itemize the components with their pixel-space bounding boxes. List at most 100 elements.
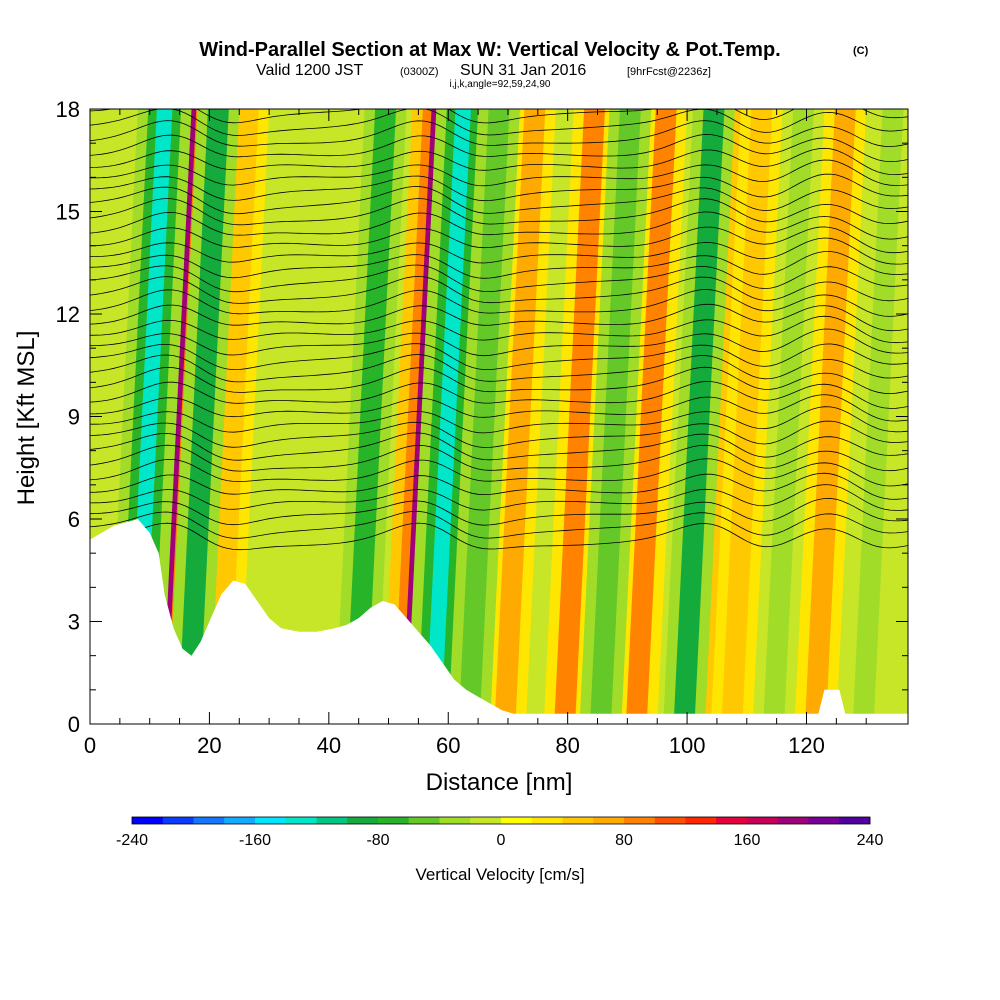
- downdraft-band: [673, 109, 725, 724]
- updraft-band: [625, 109, 677, 724]
- forecast-info: [9hrFcst@2236z]: [627, 66, 711, 78]
- colorbar-swatch: [378, 817, 410, 824]
- plot-area: [90, 109, 908, 724]
- isentrope-line: [90, 510, 908, 539]
- colorbar-tick-label: 0: [497, 832, 506, 849]
- isentrope-line: [90, 432, 908, 461]
- y-axis-label: Height [Kft MSL]: [13, 331, 40, 506]
- colorbar-label: Vertical Velocity [cm/s]: [415, 865, 584, 884]
- colorbar-swatch: [255, 817, 287, 824]
- isentrope-line: [90, 354, 908, 383]
- colorbar-swatch: [593, 817, 625, 824]
- isentrope-line: [90, 109, 908, 124]
- colorbar-tick-label: -160: [239, 832, 271, 849]
- colorbar: -240 -160 -80 0 80 160 240: [116, 816, 884, 849]
- x-tick-label: 20: [197, 733, 221, 758]
- terrain: [90, 519, 908, 724]
- isentrope-line: [90, 237, 908, 265]
- colorbar-swatch: [439, 817, 471, 824]
- x-tick-label: 120: [788, 733, 825, 758]
- colorbar-swatch: [624, 817, 656, 824]
- downdraft-band: [763, 109, 814, 724]
- x-tick-label: 60: [436, 733, 460, 758]
- copyright-mark: (C): [853, 45, 869, 57]
- isentrope-line: [90, 133, 908, 163]
- colorbar-swatch: [562, 817, 594, 824]
- potential-temperature-contours: [90, 109, 908, 551]
- isentrope-line: [90, 120, 908, 147]
- y-tick-label: 12: [56, 302, 80, 327]
- utc-time: (0300Z): [400, 66, 439, 78]
- updraft-band: [554, 109, 605, 724]
- colorbar-swatch: [224, 817, 256, 824]
- y-tick-label: 15: [56, 200, 80, 225]
- y-tick-label: 3: [68, 610, 80, 635]
- valid-date: SUN 31 Jan 2016: [460, 62, 586, 79]
- isentrope-line: [90, 159, 908, 187]
- isentrope-line: [90, 264, 908, 293]
- updraft-band: [721, 109, 773, 724]
- updraft-band: [805, 109, 856, 724]
- isentrope-line: [90, 251, 908, 279]
- colorbar-tick-label: 240: [857, 832, 884, 849]
- isentrope-line: [90, 458, 908, 487]
- colorbar-swatch: [839, 817, 871, 824]
- isentrope-line: [90, 186, 908, 215]
- x-tick-label: 0: [84, 733, 96, 758]
- isentrope-line: [90, 288, 908, 317]
- downdraft-band: [852, 109, 904, 724]
- colorbar-swatch: [193, 817, 225, 824]
- colorbar-tick-label: 80: [615, 832, 633, 849]
- colorbar-swatch: [470, 817, 502, 824]
- colorbar-tick-label: -240: [116, 832, 148, 849]
- colorbar-swatch: [132, 817, 164, 824]
- grid-info: i,j,k,angle=92,59,24,90: [450, 79, 551, 90]
- isentrope-line: [90, 497, 908, 526]
- isentrope-line: [90, 275, 908, 304]
- colorbar-tick-label: -80: [366, 832, 389, 849]
- isentrope-line: [90, 406, 908, 434]
- isentrope-line: [90, 211, 908, 240]
- colorbar-swatch: [808, 817, 840, 824]
- updraft-band: [494, 109, 546, 724]
- colorbar-swatch: [531, 817, 563, 824]
- downdraft-band: [425, 109, 471, 724]
- isentrope-line: [90, 226, 908, 254]
- y-tick-label: 9: [68, 405, 80, 430]
- isentrope-line: [90, 303, 908, 332]
- valid-time-line: Valid 1200 JST (0300Z) SUN 31 Jan 2016 […: [256, 62, 711, 79]
- colorbar-swatch: [285, 817, 317, 824]
- x-axis: 0 20 40 60 80 100 120: [84, 109, 867, 758]
- colorbar-swatch: [501, 817, 533, 824]
- y-axis: 0 3 6 9 12 15 18: [56, 97, 908, 737]
- colorbar-swatch: [685, 817, 717, 824]
- y-tick-label: 18: [56, 97, 80, 122]
- y-tick-label: 6: [68, 507, 80, 532]
- downdraft-band: [590, 109, 641, 724]
- colorbar-swatch: [777, 817, 809, 824]
- isentrope-line: [90, 420, 908, 448]
- isentrope-line: [90, 381, 908, 409]
- isentrope-line: [90, 522, 908, 551]
- isentrope-line: [90, 444, 908, 472]
- isentrope-line: [90, 328, 908, 357]
- isentrope-line: [90, 343, 908, 371]
- chart-title: Wind-Parallel Section at Max W: Vertical…: [199, 39, 780, 61]
- x-tick-label: 100: [669, 733, 706, 758]
- colorbar-swatch: [316, 817, 348, 824]
- colorbar-frame: [131, 816, 871, 825]
- colorbar-swatch: [347, 817, 379, 824]
- valid-time: Valid 1200 JST: [256, 62, 364, 79]
- isentrope-line: [90, 147, 908, 176]
- isentrope-line: [90, 366, 908, 395]
- isentrope-line: [90, 394, 908, 422]
- x-tick-label: 40: [317, 733, 341, 758]
- colorbar-swatch: [408, 817, 440, 824]
- downdraft-band: [345, 109, 397, 724]
- colorbar-tick-label: 160: [734, 832, 761, 849]
- downdraft-band: [458, 109, 510, 724]
- isentrope-line: [90, 109, 908, 136]
- colorbar-swatch: [162, 817, 194, 824]
- colorbar-swatch: [716, 817, 748, 824]
